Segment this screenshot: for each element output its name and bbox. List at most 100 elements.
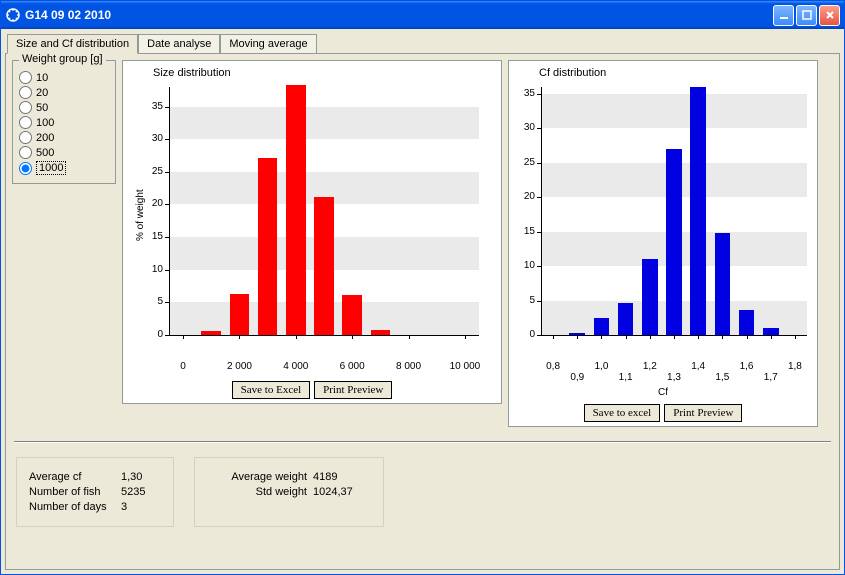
y-axis	[169, 87, 170, 335]
x-tick-label: 8 000	[396, 361, 421, 372]
maximize-button[interactable]	[796, 5, 817, 26]
x-tick-label: 10 000	[450, 361, 481, 372]
stat-key: Number of days	[29, 501, 115, 513]
cf-chart-panel: Cf distribution 05101520253035 0,80,91,0…	[508, 60, 818, 427]
weight-radio-input-1000[interactable]	[19, 162, 32, 175]
cf-print-preview-button[interactable]: Print Preview	[664, 404, 742, 422]
stat-key: Number of fish	[29, 486, 115, 498]
stat-row: Std weight1024,37	[207, 486, 371, 498]
y-tick-label: 15	[511, 226, 535, 237]
upper-panel: Weight group [g] 1020501002005001000 Siz…	[12, 60, 833, 427]
stat-row: Average cf 1,30	[29, 471, 161, 483]
y-tick-label: 10	[511, 260, 535, 271]
cf-chart-buttons: Save to excel Print Preview	[513, 404, 813, 422]
chart-bar	[666, 149, 682, 335]
stat-value: 1,30	[121, 471, 161, 483]
x-tick-label: 1,5	[715, 372, 729, 383]
chart-bar	[763, 328, 779, 335]
y-tick-label: 35	[139, 101, 163, 112]
x-tick-label: 1,0	[595, 361, 609, 372]
x-tick-label: 2 000	[227, 361, 252, 372]
x-tick-label: 6 000	[340, 361, 365, 372]
cf-chart-area: 05101520253035	[513, 81, 813, 361]
x-tick-label: 1,8	[788, 361, 802, 372]
chart-bar	[342, 295, 362, 335]
y-tick-label: 35	[511, 88, 535, 99]
weight-radio-label-200: 200	[36, 132, 54, 144]
weight-radio-1000[interactable]: 1000	[19, 161, 109, 175]
tab-date[interactable]: Date analyse	[138, 34, 220, 53]
size-save-excel-button[interactable]: Save to Excel	[232, 381, 310, 399]
weight-radio-20[interactable]: 20	[19, 86, 109, 99]
stat-key: Average cf	[29, 471, 115, 483]
stats-box-right: Average weight4189 Std weight1024,37	[194, 457, 384, 527]
app-window: G14 09 02 2010 Size and Cf distributionD…	[0, 0, 845, 575]
size-chart-xlabels: 02 0004 0006 0008 00010 000	[127, 361, 487, 375]
app-icon	[5, 7, 21, 23]
x-tick-label: 1,3	[667, 372, 681, 383]
x-tick-label: 1,2	[643, 361, 657, 372]
weight-radio-100[interactable]: 100	[19, 116, 109, 129]
x-tick-label: 1,1	[619, 372, 633, 383]
weight-radio-input-200[interactable]	[19, 131, 32, 144]
stat-row: Average weight4189	[207, 471, 371, 483]
chart-bar	[739, 310, 755, 335]
tab-size-cf[interactable]: Size and Cf distribution	[7, 34, 138, 54]
y-axis	[541, 87, 542, 335]
stat-key: Std weight	[207, 486, 307, 498]
x-tick-label: 0	[180, 361, 186, 372]
close-button[interactable]	[819, 5, 840, 26]
stats-row: Average cf 1,30 Number of fish 5235 Number o…	[12, 453, 833, 531]
stat-value: 4189	[313, 471, 353, 483]
weight-group-legend: Weight group [g]	[19, 53, 106, 65]
x-axis	[169, 335, 479, 336]
chart-bar	[594, 318, 610, 335]
size-chart-panel: Size distribution 05101520253035% of wei…	[122, 60, 502, 404]
weight-radio-label-1000: 1000	[36, 161, 66, 175]
weight-group-box: Weight group [g] 1020501002005001000	[12, 60, 116, 184]
chart-bar	[715, 233, 731, 335]
weight-radio-input-10[interactable]	[19, 71, 32, 84]
weight-radio-input-100[interactable]	[19, 116, 32, 129]
tab-moving[interactable]: Moving average	[220, 34, 316, 53]
weight-radio-input-500[interactable]	[19, 146, 32, 159]
weight-radio-input-50[interactable]	[19, 101, 32, 114]
y-tick-label: 0	[139, 329, 163, 340]
tab-panel: Weight group [g] 1020501002005001000 Siz…	[5, 53, 840, 570]
weight-radio-10[interactable]: 10	[19, 71, 109, 84]
window-buttons	[773, 5, 840, 26]
cf-save-excel-button[interactable]: Save to excel	[584, 404, 661, 422]
weight-radio-50[interactable]: 50	[19, 101, 109, 114]
size-chart-buttons: Save to Excel Print Preview	[127, 381, 497, 399]
minimize-button[interactable]	[773, 5, 794, 26]
x-tick-label: 0,8	[546, 361, 560, 372]
y-tick-label: 30	[139, 133, 163, 144]
stat-value: 5235	[121, 486, 161, 498]
chart-band	[169, 107, 479, 140]
weight-radio-200[interactable]: 200	[19, 131, 109, 144]
x-tick-label: 1,6	[740, 361, 754, 372]
weight-radio-500[interactable]: 500	[19, 146, 109, 159]
size-print-preview-button[interactable]: Print Preview	[314, 381, 392, 399]
chart-bar	[230, 294, 250, 335]
chart-bar	[690, 87, 706, 335]
stat-row: Number of days 3	[29, 501, 161, 513]
y-tick-label: 30	[511, 122, 535, 133]
x-tick-label: 0,9	[570, 372, 584, 383]
y-tick-label: 5	[139, 296, 163, 307]
stat-value: 3	[121, 501, 161, 513]
window-title: G14 09 02 2010	[25, 8, 773, 22]
x-tick-label: 1,7	[764, 372, 778, 383]
cf-chart-xlabels: 0,80,91,01,11,21,31,41,51,61,71,8	[513, 361, 813, 385]
weight-radio-input-20[interactable]	[19, 86, 32, 99]
stats-box-left: Average cf 1,30 Number of fish 5235 Number o…	[16, 457, 174, 527]
size-chart-area: 05101520253035% of weight	[127, 81, 487, 361]
tabstrip: Size and Cf distributionDate analyseMovi…	[7, 31, 840, 53]
chart-bar	[286, 85, 306, 335]
weight-radio-label-10: 10	[36, 72, 48, 84]
weight-radio-label-20: 20	[36, 87, 48, 99]
chart-bar	[314, 197, 334, 335]
titlebar[interactable]: G14 09 02 2010	[1, 1, 844, 29]
chart-bar	[258, 158, 278, 335]
y-tick-label: 0	[511, 329, 535, 340]
